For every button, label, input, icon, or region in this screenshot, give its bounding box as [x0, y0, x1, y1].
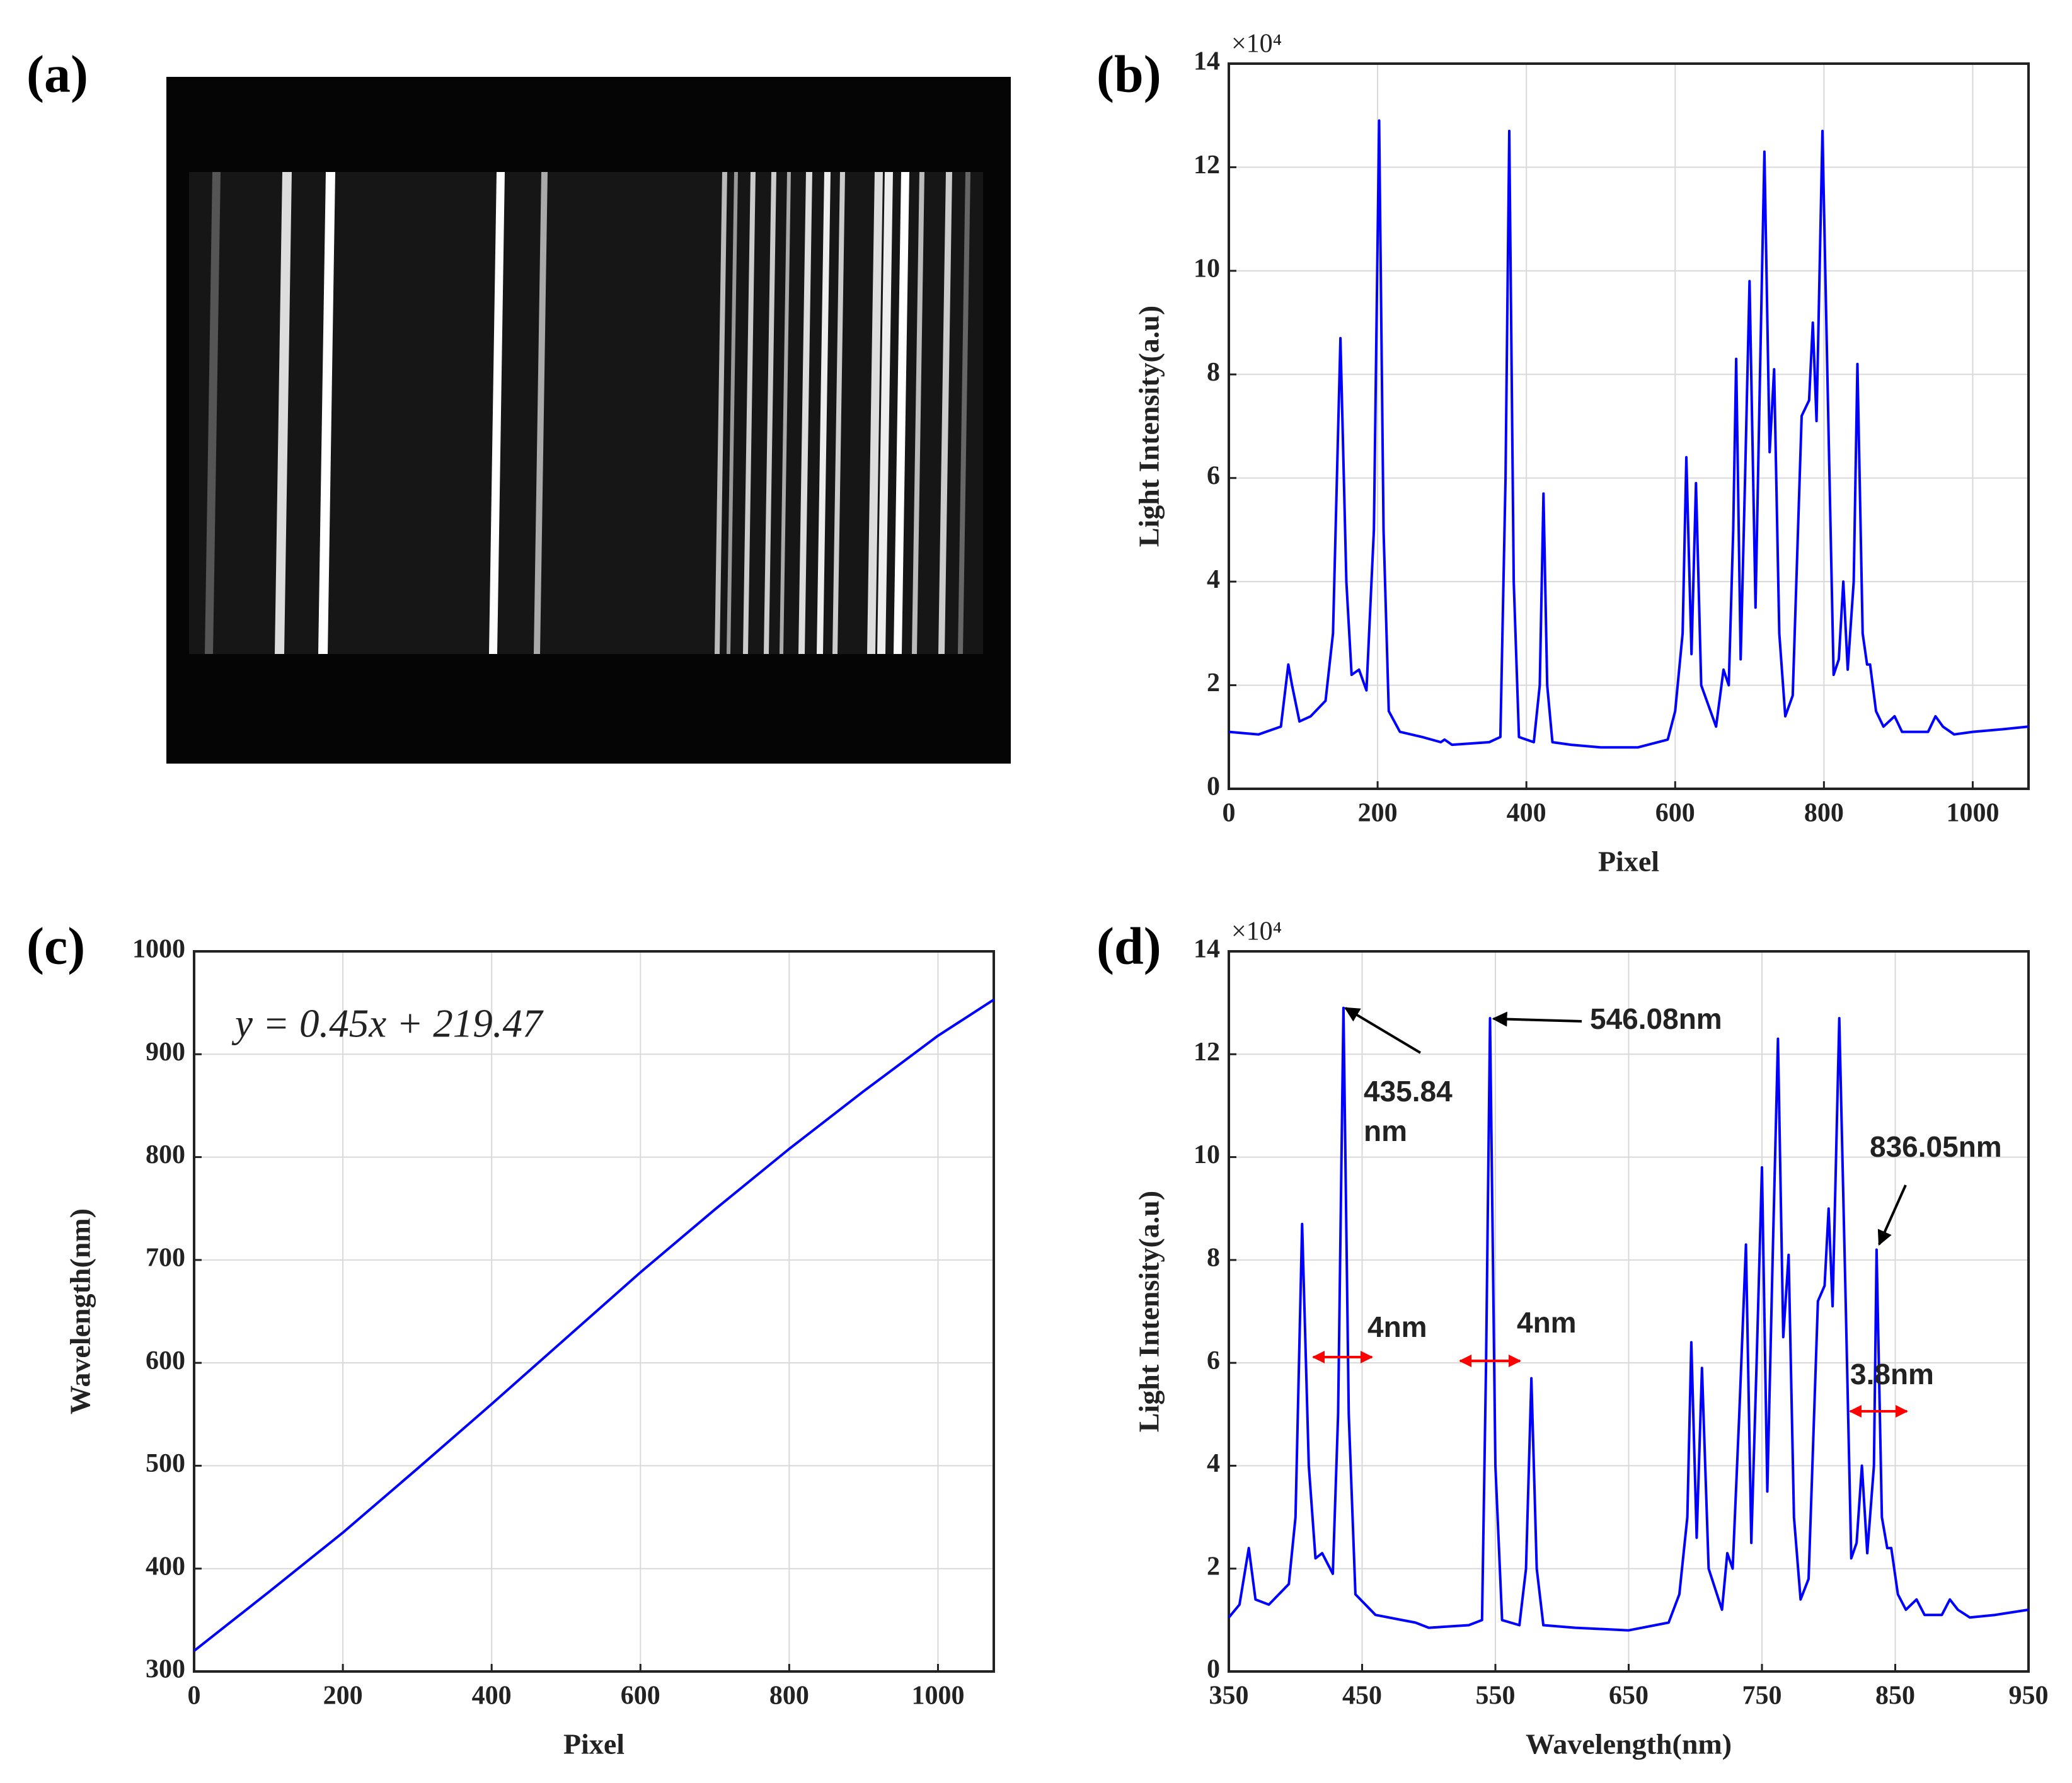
image-band	[189, 172, 983, 654]
y-tick-label: 300	[146, 1655, 185, 1684]
x-tick-label: 600	[621, 1682, 660, 1711]
y-tick-label: 2	[1207, 668, 1220, 697]
x-tick-label: 400	[472, 1682, 512, 1711]
plot-frame	[1228, 62, 2030, 790]
y-tick-label: 6	[1207, 461, 1220, 490]
spectral-line	[779, 172, 791, 654]
spectrum-image	[166, 77, 1011, 764]
plot-frame	[193, 950, 995, 1673]
arrow	[1344, 1007, 1422, 1054]
y-tick-label: 12	[1194, 151, 1220, 180]
y-tick-label: 14	[1194, 935, 1220, 964]
panel-label: (b)	[1096, 45, 1161, 103]
annotation: nm	[1364, 1115, 1407, 1147]
annotation: 435.84	[1364, 1075, 1453, 1108]
annotation: 4nm	[1517, 1306, 1577, 1339]
y-tick-label: 700	[146, 1243, 185, 1272]
x-tick-label: 550	[1476, 1682, 1516, 1711]
spectral-line	[533, 172, 548, 654]
y-tick-label: 4	[1207, 1449, 1220, 1478]
y-tick-label: 14	[1194, 47, 1220, 76]
spectral-line	[274, 172, 292, 654]
x-tick-label: 600	[1655, 799, 1695, 828]
y-tick-label: 0	[1207, 772, 1220, 801]
x-tick-label: 200	[1358, 799, 1398, 828]
x-tick-label: 850	[1875, 1682, 1915, 1711]
y-multiplier: ×10⁴	[1231, 917, 1282, 946]
x-axis-label: Pixel	[1598, 846, 1659, 878]
spectral-line	[488, 172, 505, 654]
spectral-line	[957, 172, 970, 654]
y-axis-label: Light Intensity(a.u)	[1133, 1191, 1165, 1432]
annotation-arrows	[1312, 1007, 1908, 1418]
y-tick-label: 12	[1194, 1038, 1220, 1067]
y-tick-label: 1000	[132, 935, 185, 964]
x-tick-label: 1000	[1946, 799, 1999, 828]
y-tick-label: 4	[1207, 565, 1220, 594]
x-tick-label: 350	[1209, 1682, 1249, 1711]
panel-label: (d)	[1096, 917, 1161, 975]
x-axis-label: Wavelength(nm)	[1526, 1728, 1732, 1760]
x-tick-label: 400	[1507, 799, 1546, 828]
data-line	[1228, 119, 2029, 749]
panel-label: (a)	[26, 45, 88, 103]
y-tick-label: 900	[146, 1038, 185, 1067]
y-tick-label: 10	[1194, 1140, 1220, 1169]
spectral-line	[714, 172, 727, 654]
arrow	[1492, 1011, 1582, 1027]
spectral-line	[318, 172, 335, 654]
x-tick-label: 800	[769, 1682, 809, 1711]
y-multiplier: ×10⁴	[1231, 30, 1282, 59]
y-tick-label: 600	[146, 1346, 185, 1375]
x-tick-label: 650	[1609, 1682, 1649, 1711]
y-tick-label: 8	[1207, 1243, 1220, 1272]
spectral-line	[742, 172, 756, 654]
spectral-line	[866, 172, 883, 654]
x-tick-label: 450	[1342, 1682, 1382, 1711]
spectral-line	[938, 172, 952, 654]
data-line	[1228, 1006, 2029, 1632]
annotation: 546.08nm	[1590, 1002, 1722, 1035]
annotation: y = 0.45x + 219.47	[231, 1001, 544, 1045]
spectral-line	[877, 172, 893, 654]
data-line	[193, 999, 995, 1652]
plot-frame	[1228, 950, 2030, 1673]
x-tick-label: 200	[323, 1682, 363, 1711]
x-tick-label: 750	[1742, 1682, 1782, 1711]
panel-label: (c)	[26, 917, 85, 975]
annotation: 4nm	[1367, 1310, 1427, 1343]
x-tick-label: 800	[1804, 799, 1844, 828]
spectral-line	[911, 172, 924, 654]
y-tick-label: 2	[1207, 1552, 1220, 1581]
x-tick-label: 1000	[911, 1682, 964, 1711]
spectral-lines	[204, 172, 970, 654]
annotation: 3.8nm	[1850, 1358, 1934, 1390]
y-tick-label: 400	[146, 1552, 185, 1581]
spectral-line	[763, 172, 776, 654]
y-tick-label: 800	[146, 1140, 185, 1169]
x-axis-label: Pixel	[563, 1728, 624, 1760]
y-tick-label: 8	[1207, 358, 1220, 387]
spectral-line	[893, 172, 909, 654]
y-tick-label: 10	[1194, 254, 1220, 283]
x-tick-label: 950	[2009, 1682, 2049, 1711]
spectral-line	[204, 172, 221, 654]
y-tick-label: 500	[146, 1449, 185, 1478]
y-tick-label: 0	[1207, 1655, 1220, 1684]
y-axis-label: Wavelength(nm)	[64, 1208, 96, 1414]
y-axis-label: Light Intensity(a.u)	[1133, 306, 1165, 547]
spectral-line	[816, 172, 831, 654]
annotation: 836.05nm	[1870, 1130, 2002, 1163]
x-tick-label: 0	[188, 1682, 201, 1711]
y-tick-label: 6	[1207, 1346, 1220, 1375]
spectral-line	[798, 172, 812, 654]
arrow	[1877, 1184, 1907, 1246]
spectral-line	[832, 172, 845, 654]
x-tick-label: 0	[1223, 799, 1236, 828]
spectral-line	[726, 172, 738, 654]
